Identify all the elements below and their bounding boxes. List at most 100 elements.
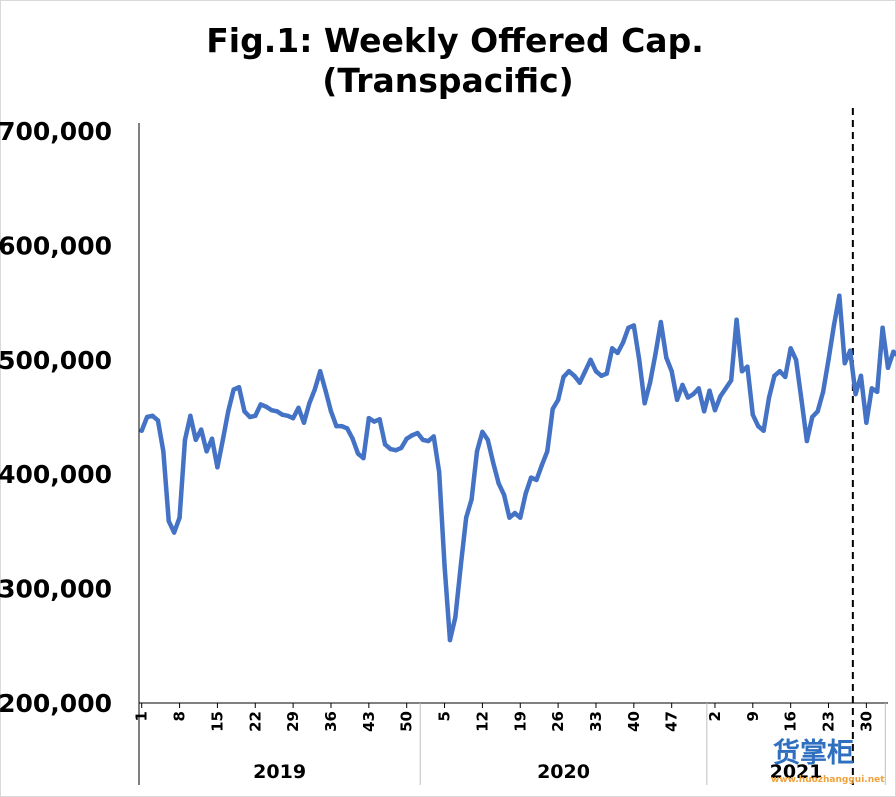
data-point (209, 436, 215, 441)
watermark-brand: 货掌柜 (773, 737, 854, 769)
data-point (772, 373, 777, 379)
data-point (231, 387, 236, 392)
data-point (204, 449, 209, 454)
data-point (436, 469, 442, 475)
data-point (253, 413, 258, 419)
data-point (593, 369, 599, 374)
x-tick-label: 2 (706, 711, 724, 721)
series-points (139, 293, 896, 643)
watermark-logo: 货掌柜 www.huozhanggui.net (771, 737, 885, 785)
x-tick-label: 40 (625, 711, 643, 732)
data-point (691, 391, 696, 397)
data-point (761, 428, 766, 433)
series-line-weekly-capacity (139, 293, 896, 643)
x-tick-label: 1 (133, 711, 151, 721)
data-point (453, 615, 458, 620)
data-point (166, 518, 171, 524)
data-point (226, 409, 231, 414)
data-point (404, 436, 409, 441)
y-tick-label: 300,000 (0, 575, 112, 604)
chart-title: Fig.1: Weekly Offered Cap. (206, 21, 703, 60)
data-point (534, 477, 539, 483)
data-point (891, 349, 896, 354)
year-label: 2020 (537, 761, 590, 783)
data-point (604, 371, 609, 376)
data-point (334, 423, 339, 429)
data-point (577, 380, 582, 385)
data-point (728, 378, 734, 383)
data-point (323, 388, 328, 393)
data-point (469, 497, 474, 502)
data-point (263, 404, 269, 409)
x-tick-label: 36 (322, 711, 340, 732)
data-point (572, 373, 577, 379)
data-point (712, 407, 718, 413)
data-point (420, 437, 426, 443)
x-tick-label: 30 (857, 711, 875, 732)
data-point (242, 409, 247, 414)
data-point (685, 395, 691, 400)
x-tick-label: 50 (398, 711, 416, 732)
data-point (788, 346, 793, 351)
data-point (393, 447, 399, 453)
y-tick-label: 600,000 (0, 231, 112, 260)
data-point (810, 414, 815, 420)
data-point (269, 407, 274, 413)
data-point (599, 373, 604, 379)
watermark-url: www.huozhanggui.net (771, 775, 885, 785)
data-point (642, 401, 647, 406)
data-point (561, 374, 566, 380)
data-point (355, 451, 361, 456)
data-point (328, 409, 334, 414)
data-point (804, 438, 810, 444)
data-point (518, 515, 523, 520)
data-point (723, 386, 728, 391)
data-point (177, 515, 182, 520)
data-point (317, 369, 323, 374)
data-point (463, 515, 469, 520)
data-point (485, 437, 491, 443)
data-point (545, 449, 550, 454)
data-point (474, 449, 480, 454)
data-point (220, 437, 226, 443)
data-point (793, 357, 799, 362)
data-point (480, 429, 485, 435)
data-point (874, 389, 880, 395)
plot-area (139, 108, 896, 785)
data-point (366, 415, 372, 421)
x-tick-label: 33 (587, 711, 605, 732)
data-point (631, 323, 637, 328)
data-point (539, 462, 545, 468)
data-point (345, 426, 350, 431)
data-point (312, 387, 317, 392)
data-point (869, 386, 874, 391)
data-point (458, 563, 463, 568)
data-point (858, 373, 864, 379)
data-point (447, 637, 453, 643)
data-point (620, 340, 626, 345)
data-point (258, 402, 263, 407)
data-point (377, 417, 382, 422)
data-point (361, 455, 366, 461)
data-point (826, 357, 831, 362)
data-point (853, 391, 858, 397)
data-point (756, 423, 761, 429)
data-point (171, 530, 177, 535)
data-point (588, 357, 593, 362)
data-point (718, 394, 723, 399)
data-point (799, 397, 804, 403)
x-tick-label: 29 (284, 711, 302, 732)
data-point (247, 414, 253, 420)
data-point (307, 401, 312, 406)
data-point (372, 419, 377, 424)
x-tick-label: 26 (549, 711, 567, 732)
data-point (296, 405, 301, 411)
x-tick-label: 43 (360, 711, 378, 732)
data-point (783, 374, 788, 380)
data-point (339, 423, 344, 429)
data-point (750, 412, 755, 417)
data-point (496, 481, 501, 486)
data-point (739, 369, 745, 374)
data-point (626, 325, 631, 330)
